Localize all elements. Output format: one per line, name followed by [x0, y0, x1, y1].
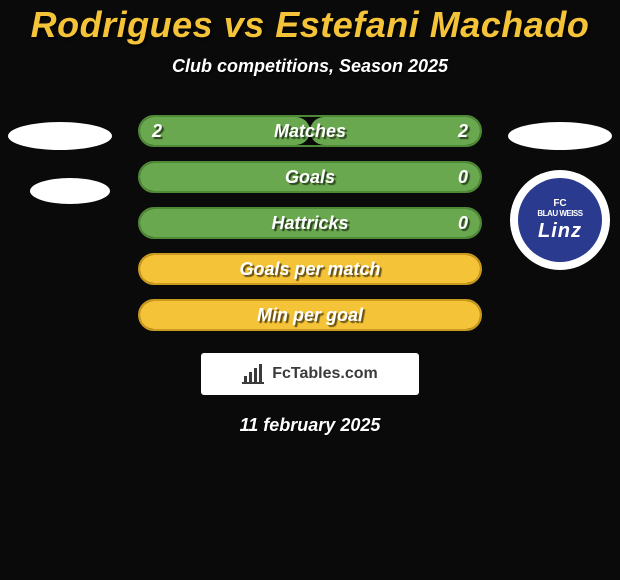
infographic-container: Rodrigues vs Estefani Machado Club compe… — [0, 0, 620, 436]
stat-label: Goals — [285, 167, 335, 188]
stat-label: Hattricks — [271, 213, 348, 234]
stat-label: Goals per match — [239, 259, 380, 280]
page-title: Rodrigues vs Estefani Machado — [0, 4, 620, 46]
stat-value-right: 0 — [458, 167, 468, 188]
badge-linz-text: Linz — [538, 220, 582, 243]
stat-value-right: 2 — [458, 121, 468, 142]
credit-box: FcTables.com — [201, 353, 419, 395]
stat-row-hattricks: Hattricks 0 — [138, 207, 482, 239]
stat-row-goals-per-match: Goals per match — [138, 253, 482, 285]
stat-row-min-per-goal: Min per goal — [138, 299, 482, 331]
credit-text: FcTables.com — [272, 365, 378, 383]
chart-icon — [242, 364, 266, 384]
badge-fc-text: FC — [553, 198, 566, 209]
stat-row-matches: 2 Matches 2 — [138, 115, 482, 147]
player-left-avatar — [8, 122, 112, 150]
badge-bw-text: BLAU WEISS — [537, 209, 582, 218]
stat-label: Matches — [274, 121, 346, 142]
subtitle: Club competitions, Season 2025 — [0, 56, 620, 77]
stat-label: Min per goal — [257, 305, 363, 326]
club-logo-left — [30, 178, 110, 204]
date-text: 11 february 2025 — [0, 415, 620, 436]
club-logo-right: FC BLAU WEISS Linz — [518, 178, 602, 262]
stat-row-goals: Goals 0 — [138, 161, 482, 193]
stat-value-right: 0 — [458, 213, 468, 234]
player-right-avatar — [508, 122, 612, 150]
stat-value-left: 2 — [152, 121, 162, 142]
